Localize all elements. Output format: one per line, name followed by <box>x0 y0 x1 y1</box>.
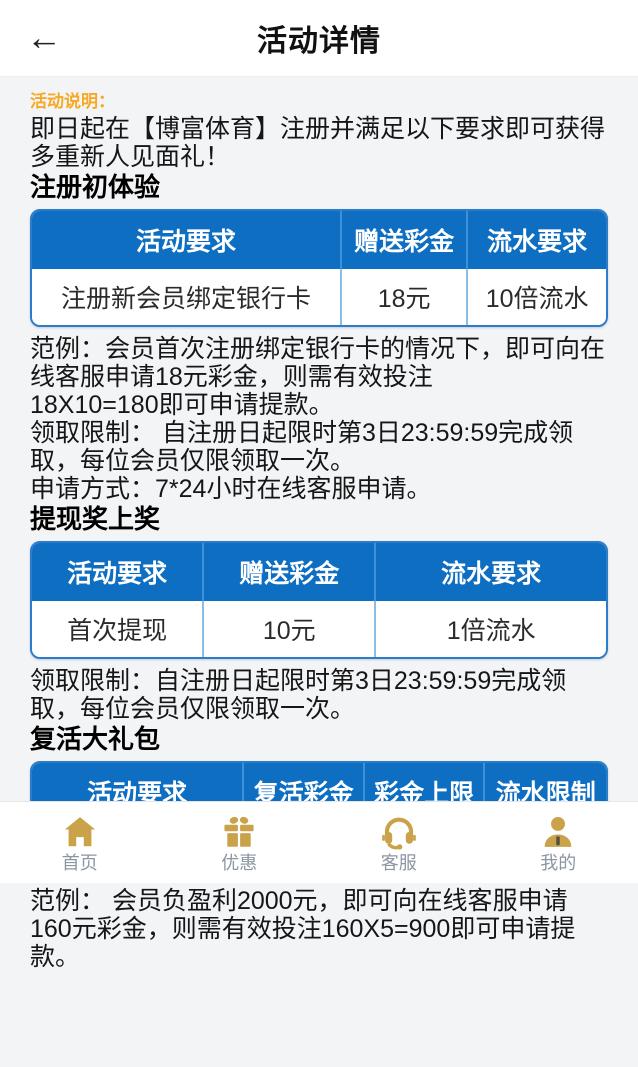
nav-item-service[interactable]: 客服 <box>319 802 479 883</box>
nav-item-home[interactable]: 首页 <box>0 802 160 883</box>
table-cell: 10倍流水 <box>468 269 606 325</box>
section-heading-register: 注册初体验 <box>30 173 608 203</box>
note-text: 18X10=180即可申请提款。 <box>30 391 608 419</box>
note-text: 范例：会员首次注册绑定银行卡的情况下，即可向在线客服申请18元彩金，则需有效投注 <box>30 335 608 391</box>
table-cell: 10元 <box>204 601 376 657</box>
headset-icon <box>380 813 418 851</box>
bottom-nav: 首页 优惠 <box>0 801 638 883</box>
note-text: 领取限制：自注册日起限时第3日23:59:59完成领取，每位会员仅限领取一次。 <box>30 667 608 723</box>
table-header-cell: 赠送彩金 <box>204 543 376 601</box>
note-text: 领取限制： 自注册日起限时第3日23:59:59完成领取，每位会员仅限领取一次。 <box>30 419 608 475</box>
table-header-cell: 活动要求 <box>32 543 204 601</box>
table-header-cell: 活动要求 <box>32 211 342 269</box>
gift-icon <box>220 813 258 851</box>
user-icon <box>539 813 577 851</box>
back-button[interactable]: ← <box>26 19 62 55</box>
table-header-cell: 赠送彩金 <box>342 211 468 269</box>
note-text: 申请方式：7*24小时在线客服申请。 <box>30 475 608 503</box>
section-heading-revive: 复活大礼包 <box>30 725 608 755</box>
nav-label: 首页 <box>62 854 98 872</box>
content: 活动说明： 即日起在【博富体育】注册并满足以下要求即可获得多重新人见面礼！ 注册… <box>0 77 638 1067</box>
top-bar: ← 活动详情 <box>0 0 638 77</box>
register-table: 活动要求 赠送彩金 流水要求 注册新会员绑定银行卡 18元 10倍流水 <box>30 209 608 327</box>
nav-label: 我的 <box>540 854 576 872</box>
table-cell: 1倍流水 <box>376 601 606 657</box>
table-header-cell: 流水要求 <box>376 543 606 601</box>
table-row: 首次提现 10元 1倍流水 <box>32 601 606 657</box>
table-cell: 注册新会员绑定银行卡 <box>32 269 342 325</box>
table-header-row: 活动要求 赠送彩金 流水要求 <box>32 211 606 269</box>
note-text: 范例： 会员负盈利2000元，即可向在线客服申请160元彩金，则需有效投注160… <box>30 887 608 971</box>
table-cell: 首次提现 <box>32 601 204 657</box>
intro-text: 即日起在【博富体育】注册并满足以下要求即可获得多重新人见面礼！ <box>30 115 608 171</box>
page-title: 活动详情 <box>257 16 381 60</box>
nav-item-promos[interactable]: 优惠 <box>160 802 320 883</box>
nav-item-mine[interactable]: 我的 <box>479 802 638 883</box>
home-icon <box>61 813 99 851</box>
table-row: 注册新会员绑定银行卡 18元 10倍流水 <box>32 269 606 325</box>
table-cell: 18元 <box>342 269 468 325</box>
withdraw-table: 活动要求 赠送彩金 流水要求 首次提现 10元 1倍流水 <box>30 541 608 659</box>
table-header-row: 活动要求 赠送彩金 流水要求 <box>32 543 606 601</box>
table-header-cell: 流水要求 <box>468 211 606 269</box>
notice-label: 活动说明： <box>30 87 608 112</box>
nav-label: 客服 <box>381 854 417 872</box>
section-heading-withdraw: 提现奖上奖 <box>30 505 608 535</box>
nav-label: 优惠 <box>221 854 257 872</box>
